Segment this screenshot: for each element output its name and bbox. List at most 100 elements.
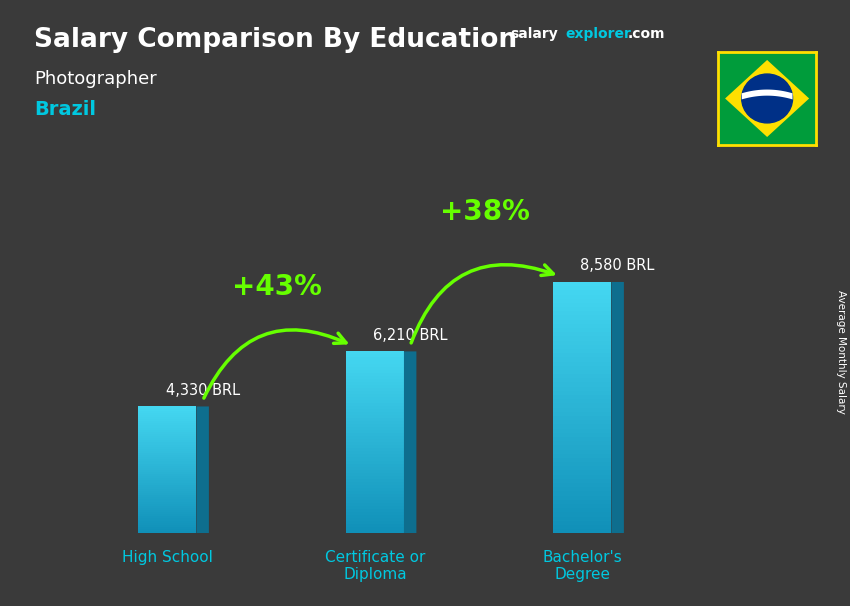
Bar: [553, 408, 611, 412]
Bar: [553, 365, 611, 370]
Bar: [346, 388, 404, 391]
Bar: [139, 451, 196, 453]
Bar: [139, 472, 196, 474]
Bar: [139, 516, 196, 519]
Bar: [553, 341, 611, 345]
Bar: [139, 481, 196, 482]
Bar: [553, 466, 611, 470]
Bar: [346, 494, 404, 497]
Bar: [346, 427, 404, 430]
Text: 4,330 BRL: 4,330 BRL: [166, 382, 240, 398]
Bar: [139, 455, 196, 457]
Bar: [139, 498, 196, 499]
Bar: [346, 442, 404, 445]
Bar: [553, 387, 611, 391]
Bar: [553, 450, 611, 454]
Bar: [553, 516, 611, 521]
Bar: [553, 512, 611, 516]
Bar: [139, 438, 196, 441]
Bar: [346, 464, 404, 467]
Bar: [139, 470, 196, 472]
Bar: [139, 415, 196, 417]
Bar: [553, 525, 611, 529]
Bar: [139, 465, 196, 468]
Bar: [346, 403, 404, 406]
Bar: [553, 370, 611, 374]
Bar: [553, 395, 611, 399]
Bar: [553, 416, 611, 420]
Bar: [139, 417, 196, 419]
Bar: [139, 432, 196, 434]
Bar: [346, 439, 404, 442]
Bar: [139, 474, 196, 476]
Text: Salary Comparison By Education: Salary Comparison By Education: [34, 27, 517, 53]
Bar: [346, 518, 404, 521]
Bar: [553, 399, 611, 404]
Bar: [346, 530, 404, 533]
Bar: [346, 503, 404, 506]
Bar: [553, 454, 611, 458]
Bar: [346, 418, 404, 421]
Bar: [346, 367, 404, 370]
Bar: [139, 457, 196, 459]
Bar: [139, 487, 196, 489]
Bar: [139, 522, 196, 525]
Bar: [346, 376, 404, 379]
Bar: [553, 487, 611, 491]
Bar: [553, 303, 611, 307]
Bar: [346, 488, 404, 491]
Bar: [553, 315, 611, 320]
Text: +43%: +43%: [232, 273, 322, 301]
Bar: [346, 397, 404, 400]
Bar: [553, 358, 611, 362]
Bar: [139, 508, 196, 510]
Bar: [139, 514, 196, 516]
Bar: [346, 433, 404, 436]
Bar: [139, 448, 196, 451]
Bar: [346, 421, 404, 424]
Bar: [346, 436, 404, 439]
Bar: [346, 364, 404, 367]
Polygon shape: [196, 407, 209, 533]
Bar: [139, 521, 196, 523]
Bar: [139, 411, 196, 413]
Bar: [346, 497, 404, 500]
Bar: [346, 430, 404, 433]
Bar: [139, 442, 196, 445]
Bar: [346, 358, 404, 361]
Bar: [553, 483, 611, 487]
Bar: [346, 458, 404, 461]
Bar: [553, 458, 611, 462]
Bar: [139, 408, 196, 411]
Bar: [139, 489, 196, 491]
Text: .com: .com: [627, 27, 665, 41]
Bar: [346, 476, 404, 479]
Bar: [139, 476, 196, 478]
Polygon shape: [611, 282, 624, 533]
Bar: [139, 434, 196, 436]
Bar: [346, 461, 404, 464]
Bar: [139, 491, 196, 493]
Bar: [346, 515, 404, 518]
Bar: [346, 473, 404, 476]
Bar: [553, 336, 611, 341]
Bar: [553, 332, 611, 336]
Bar: [553, 391, 611, 395]
Bar: [553, 496, 611, 500]
Polygon shape: [725, 60, 809, 137]
Bar: [346, 379, 404, 382]
Bar: [139, 444, 196, 447]
Bar: [139, 478, 196, 481]
Bar: [553, 349, 611, 353]
Bar: [346, 412, 404, 415]
Bar: [139, 506, 196, 508]
Bar: [139, 424, 196, 425]
Bar: [553, 345, 611, 349]
Bar: [139, 461, 196, 464]
Bar: [553, 286, 611, 290]
Bar: [346, 500, 404, 503]
Bar: [346, 373, 404, 376]
Bar: [346, 485, 404, 488]
Text: Average Monthly Salary: Average Monthly Salary: [836, 290, 846, 413]
Bar: [346, 424, 404, 427]
